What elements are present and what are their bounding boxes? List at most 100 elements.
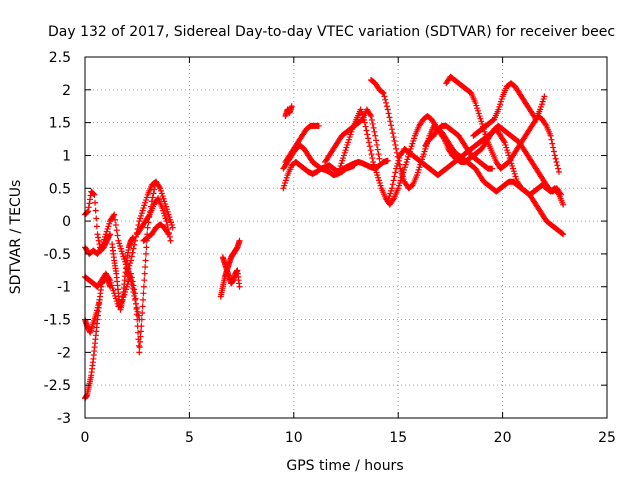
data-point [498, 96, 505, 103]
data-point [130, 234, 137, 241]
data-point [401, 164, 408, 171]
data-point [90, 190, 97, 197]
data-point [411, 135, 418, 142]
series-track-2 [82, 211, 143, 323]
data-point [165, 211, 172, 218]
data-point [137, 328, 144, 335]
data-point [131, 286, 138, 293]
data-point [348, 128, 355, 135]
data-point [160, 207, 167, 214]
data-point [398, 168, 405, 175]
data-point [140, 296, 147, 303]
data-point [390, 177, 397, 184]
data-point [472, 99, 479, 106]
data-point [391, 138, 398, 145]
data-point [373, 141, 380, 148]
data-point [392, 169, 399, 176]
data-point [86, 200, 93, 207]
data-point [137, 212, 144, 219]
data-point [363, 127, 370, 134]
data-point [477, 115, 484, 122]
data-point [140, 204, 147, 211]
data-point [119, 250, 126, 257]
data-point [124, 267, 131, 274]
data-point [367, 147, 374, 154]
data-point [396, 182, 403, 189]
data-point [375, 177, 382, 184]
data-point [136, 344, 143, 351]
data-point [132, 290, 139, 297]
data-point [127, 257, 134, 264]
data-point [139, 207, 146, 214]
data-point [388, 187, 395, 194]
data-point [126, 262, 133, 269]
data-point [393, 149, 400, 156]
data-point [94, 231, 101, 238]
data-point [125, 265, 132, 272]
data-point [108, 282, 115, 289]
series-track-7 [123, 178, 176, 277]
data-point [110, 212, 117, 219]
data-point [133, 306, 140, 313]
axis-ticks: -3 -2.5 -2 -1.5 -1 -0.5 0 0.5 1 1.5 2 2.5 0 5 10 15 20 25 [44, 50, 616, 446]
data-point [383, 99, 390, 106]
data-point [366, 143, 373, 150]
data-point [505, 149, 512, 156]
data-point [549, 140, 556, 147]
data-point [129, 278, 136, 285]
plot-frame [84, 56, 608, 419]
data-point [510, 165, 517, 172]
data-point [236, 283, 243, 290]
data-point [555, 165, 562, 172]
data-point [346, 134, 353, 141]
data-point [158, 187, 165, 194]
data-point [128, 274, 135, 281]
data-point [368, 151, 375, 158]
data-point [365, 139, 372, 146]
data-point [141, 270, 148, 277]
data-point [157, 185, 164, 192]
data-point [112, 216, 119, 223]
data-point [374, 172, 381, 179]
data-point [136, 218, 143, 225]
data-point [368, 113, 375, 120]
data-point [156, 183, 163, 190]
data-point [141, 277, 148, 284]
data-point [144, 224, 151, 231]
data-point [93, 309, 100, 316]
data-point [164, 229, 171, 236]
data-point [121, 291, 128, 298]
data-point [93, 223, 100, 230]
data-point [511, 170, 518, 177]
data-point [478, 118, 485, 125]
data-point [106, 275, 113, 282]
y-tick-label: 1 [62, 148, 71, 164]
data-point [162, 215, 169, 222]
data-point [132, 295, 139, 302]
x-axis-label: GPS time / hours [286, 458, 403, 474]
data-point [550, 148, 557, 155]
data-point [375, 174, 382, 181]
data-point [497, 98, 504, 105]
data-point [351, 162, 358, 169]
data-point [282, 177, 289, 184]
data-point [501, 139, 508, 146]
data-point [386, 114, 393, 121]
data-point [137, 338, 144, 345]
data-point [85, 204, 92, 211]
data-point [396, 155, 403, 162]
data-point [138, 210, 145, 217]
series-track-8 [134, 195, 174, 244]
series-track-5 [82, 178, 159, 356]
data-point [159, 204, 166, 211]
data-point [166, 233, 173, 240]
data-point [372, 166, 379, 173]
data-point [169, 224, 176, 231]
data-point [107, 277, 114, 284]
y-tick-label: -3 [57, 411, 71, 427]
data-point [495, 106, 502, 113]
data-point [91, 191, 98, 198]
data-point [347, 131, 354, 138]
data-point [476, 113, 483, 120]
